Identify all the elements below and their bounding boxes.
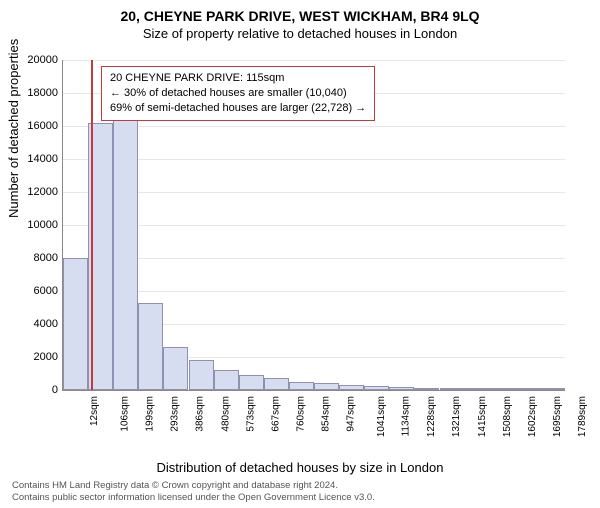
footer-line1: Contains HM Land Registry data © Crown c… [12, 480, 375, 492]
histogram-bar [314, 383, 339, 390]
histogram-bar [189, 360, 214, 390]
x-tick-label: 199sqm [145, 396, 156, 432]
histogram-bar [239, 375, 264, 390]
x-tick-label: 1134sqm [401, 396, 412, 436]
x-tick-label: 667sqm [270, 396, 281, 432]
x-tick-label: 1789sqm [577, 396, 588, 437]
highlight-line [91, 60, 93, 390]
histogram-bar [138, 303, 163, 390]
histogram-bar [389, 387, 414, 390]
x-tick-label: 854sqm [320, 396, 331, 432]
x-axis-label: Distribution of detached houses by size … [0, 460, 600, 475]
x-tick-label: 1415sqm [477, 396, 488, 437]
x-tick-label: 1041sqm [376, 396, 387, 437]
annotation-line: 20 CHEYNE PARK DRIVE: 115sqm [110, 71, 366, 86]
x-tick-label: 386sqm [195, 396, 206, 432]
x-tick-label: 947sqm [346, 396, 357, 432]
annotation-line: 69% of semi-detached houses are larger (… [110, 101, 366, 116]
x-tick-label: 1602sqm [527, 396, 538, 437]
annotation-box: 20 CHEYNE PARK DRIVE: 115sqm← 30% of det… [101, 66, 375, 121]
x-tick-label: 1695sqm [552, 396, 563, 437]
x-tick-label: 760sqm [295, 396, 306, 432]
histogram-bar [414, 388, 439, 390]
y-tick-label: 2000 [18, 351, 58, 363]
histogram-bar [440, 388, 465, 390]
histogram-bar [214, 370, 239, 390]
histogram-bar [289, 382, 314, 390]
y-tick-label: 4000 [18, 318, 58, 330]
histogram-bar [490, 388, 515, 390]
title-line2: Size of property relative to detached ho… [0, 26, 600, 41]
y-tick-label: 16000 [18, 120, 58, 132]
y-tick-label: 18000 [18, 87, 58, 99]
y-tick-label: 12000 [18, 186, 58, 198]
histogram-bar [540, 388, 565, 390]
histogram-bar [364, 386, 389, 390]
annotation-line: ← 30% of detached houses are smaller (10… [110, 86, 366, 101]
y-tick-label: 14000 [18, 153, 58, 165]
histogram-bar [515, 388, 540, 390]
chart-plot-area: 20 CHEYNE PARK DRIVE: 115sqm← 30% of det… [62, 60, 565, 391]
x-tick-label: 293sqm [170, 396, 181, 432]
x-tick-label: 573sqm [245, 396, 256, 432]
y-tick-label: 8000 [18, 252, 58, 264]
footer-attribution: Contains HM Land Registry data © Crown c… [12, 480, 375, 504]
x-tick-label: 1228sqm [426, 396, 437, 437]
histogram-bar [465, 388, 490, 390]
x-tick-label: 12sqm [89, 396, 100, 426]
x-tick-label: 1508sqm [502, 396, 513, 437]
histogram-bar [63, 258, 88, 390]
histogram-bar [339, 385, 364, 390]
y-tick-label: 6000 [18, 285, 58, 297]
histogram-bar [264, 378, 289, 390]
x-tick-label: 1321sqm [452, 396, 463, 437]
histogram-bar [113, 118, 138, 390]
title-line1: 20, CHEYNE PARK DRIVE, WEST WICKHAM, BR4… [0, 8, 600, 24]
y-tick-label: 20000 [18, 54, 58, 66]
histogram-bar [163, 347, 188, 390]
y-tick-label: 0 [18, 384, 58, 396]
footer-line2: Contains public sector information licen… [12, 492, 375, 504]
x-tick-label: 106sqm [120, 396, 131, 432]
x-tick-label: 480sqm [220, 396, 231, 432]
y-tick-label: 10000 [18, 219, 58, 231]
